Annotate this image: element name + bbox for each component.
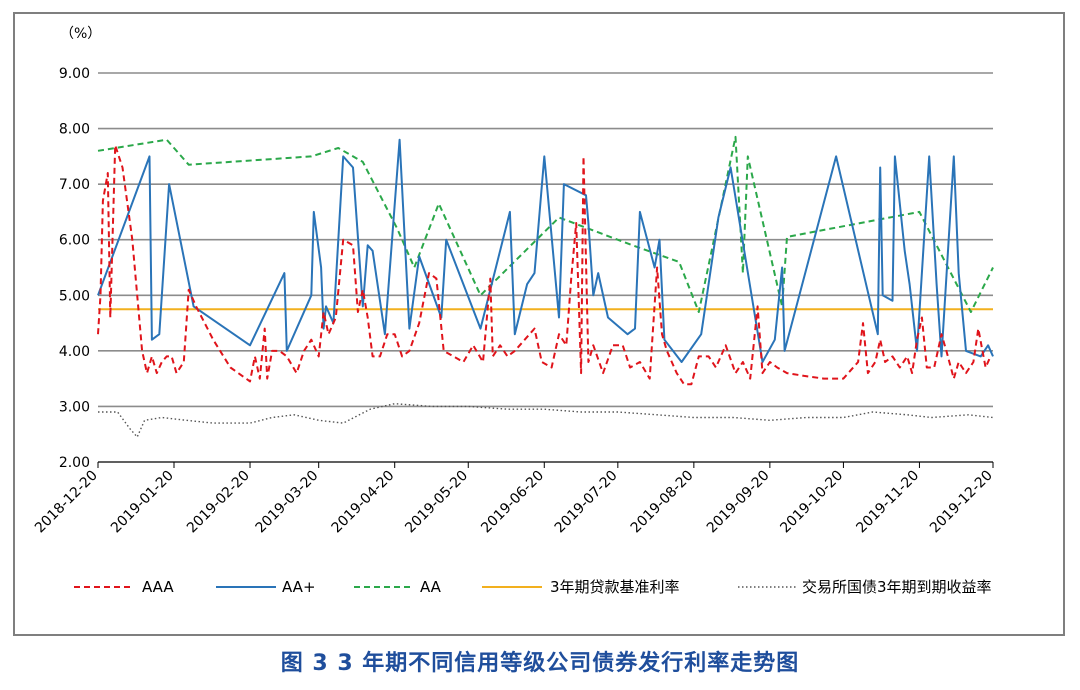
x-tick-label: 2019-02-20: [184, 468, 253, 537]
x-tick-label: 2019-11-20: [853, 468, 922, 537]
x-tick-label: 2018-12-20: [32, 468, 101, 537]
y-tick-label: 8.00: [59, 122, 90, 138]
legend-label: AA: [420, 578, 442, 596]
line-chart: （%） 2.00 3.00 4.00 5.00 6.00 7.00 8.00 9.00 2018-…: [32, 26, 996, 596]
x-tick-label: 2019-08-20: [628, 468, 697, 537]
y-unit-label: （%）: [60, 26, 101, 42]
y-tick-label: 7.00: [59, 177, 90, 193]
series-line-4: [98, 403, 994, 438]
x-tick-label: 2019-04-20: [329, 468, 398, 537]
x-tick-label: 2019-07-20: [552, 468, 621, 537]
y-tick-label: 6.00: [59, 233, 90, 249]
x-tick-label: 2019-12-20: [927, 468, 996, 537]
y-tick-label: 5.00: [59, 288, 90, 304]
x-tick-label: 2019-05-20: [402, 468, 471, 537]
chart-frame: [13, 12, 1065, 636]
series-line-0: [97, 144, 992, 386]
figure-caption: 图 3 3 年期不同信用等级公司债券发行利率走势图: [280, 651, 800, 676]
legend-label: AAA: [142, 578, 174, 596]
y-tick-label: 4.00: [59, 344, 90, 360]
x-tick-label: 2019-03-20: [253, 468, 322, 537]
x-tick-label: 2019-01-20: [108, 468, 177, 537]
legend-label: AA+: [282, 578, 316, 596]
y-tick-label: 2.00: [59, 455, 90, 471]
y-tick-label: 9.00: [59, 66, 90, 82]
legend-label: 交易所国债3年期到期收益率: [802, 578, 992, 596]
x-tick-label: 2019-10-20: [777, 468, 846, 537]
x-tick-label: 2019-06-20: [478, 468, 547, 537]
x-tick-label: 2019-09-20: [704, 468, 773, 537]
series-line-1: [97, 138, 994, 363]
series-line-2: [97, 135, 994, 313]
y-tick-label: 3.00: [59, 399, 90, 415]
legend-label: 3年期贷款基准利率: [550, 578, 680, 596]
